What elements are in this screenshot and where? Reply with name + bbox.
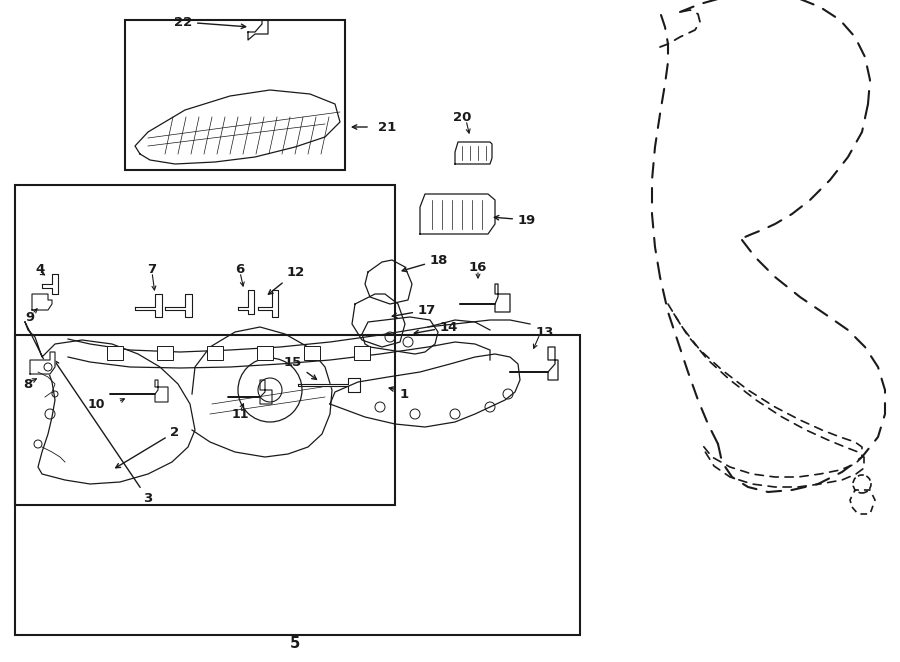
Polygon shape [248, 20, 268, 40]
Polygon shape [298, 378, 360, 392]
Polygon shape [25, 322, 195, 484]
Bar [257, 346, 273, 360]
Text: 1: 1 [400, 387, 410, 401]
Text: 18: 18 [402, 254, 448, 271]
Text: 9: 9 [25, 310, 34, 324]
Bar [157, 346, 173, 360]
Text: 6: 6 [236, 263, 245, 275]
Polygon shape [455, 142, 492, 164]
Polygon shape [32, 294, 52, 310]
Bar [15, 335, 580, 635]
Polygon shape [365, 260, 412, 304]
Text: 7: 7 [148, 263, 157, 275]
Text: 11: 11 [231, 408, 248, 420]
Polygon shape [135, 294, 162, 317]
Polygon shape [352, 294, 405, 347]
Polygon shape [510, 347, 558, 380]
Polygon shape [68, 320, 490, 368]
Polygon shape [42, 274, 58, 294]
Text: 17: 17 [392, 303, 436, 318]
Polygon shape [330, 354, 520, 427]
Text: 14: 14 [414, 320, 458, 335]
Text: 5: 5 [290, 636, 300, 651]
Polygon shape [30, 352, 55, 374]
Bar [125, 20, 345, 170]
Polygon shape [192, 327, 332, 457]
Polygon shape [258, 290, 278, 317]
Polygon shape [362, 317, 438, 354]
Text: 4: 4 [35, 263, 45, 275]
Text: 22: 22 [174, 15, 246, 28]
Text: 10: 10 [87, 397, 105, 410]
Text: 12: 12 [268, 265, 305, 295]
Bar [207, 346, 223, 360]
Bar [304, 346, 320, 360]
Text: 8: 8 [23, 377, 32, 391]
Polygon shape [420, 194, 495, 234]
Polygon shape [228, 380, 272, 404]
Polygon shape [110, 380, 168, 402]
Text: 19: 19 [494, 214, 536, 226]
Text: 13: 13 [536, 326, 554, 338]
Polygon shape [238, 290, 254, 314]
Text: 16: 16 [469, 261, 487, 273]
Text: 21: 21 [378, 120, 396, 134]
Text: 15: 15 [284, 355, 317, 379]
Polygon shape [165, 294, 192, 317]
Polygon shape [460, 284, 510, 312]
Bar [354, 346, 370, 360]
Text: 3: 3 [54, 361, 153, 506]
Bar [107, 346, 123, 360]
Text: 20: 20 [453, 111, 472, 124]
Text: 2: 2 [116, 426, 180, 468]
Bar [15, 185, 395, 505]
Polygon shape [135, 90, 340, 164]
